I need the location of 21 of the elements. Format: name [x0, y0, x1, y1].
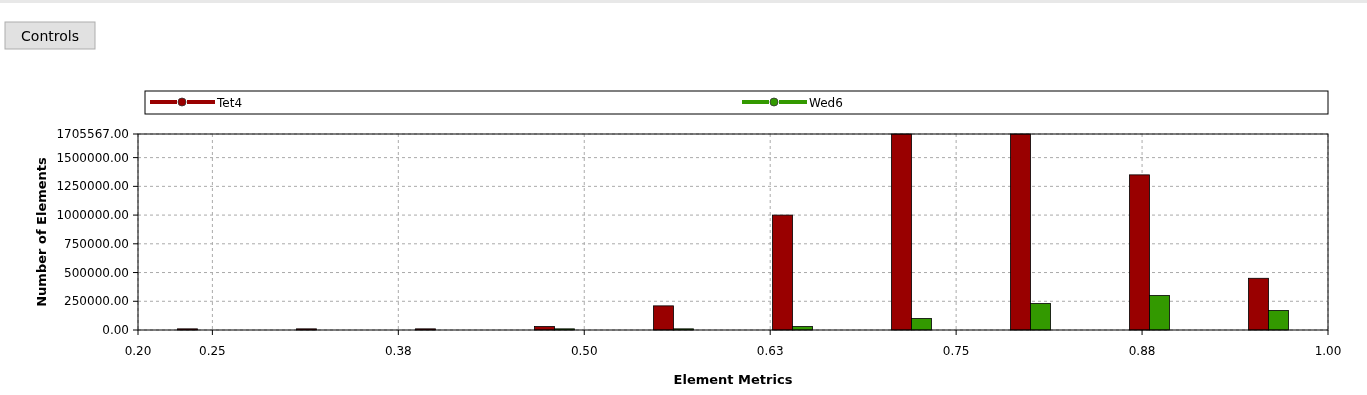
y-tick-label: 0.00	[102, 323, 129, 337]
y-axis-title: Number of Elements	[34, 156, 49, 307]
x-tick-label: 0.75	[942, 344, 970, 358]
x-axis-title: Element Metrics	[673, 372, 793, 387]
x-tick-label: 0.50	[570, 344, 598, 358]
y-tick-label: 1500000.00	[56, 150, 129, 165]
x-tick-label: 0.20	[124, 344, 152, 358]
y-tick-label: 1705567.00	[56, 127, 129, 141]
y-tick-label: 1000000.00	[56, 208, 129, 223]
y-tick-label: 500000.00	[64, 265, 129, 280]
x-tick-label: 0.63	[756, 344, 784, 358]
y-tick-label: 750000.00	[64, 236, 129, 251]
y-tick-label: 1250000.00	[56, 179, 129, 194]
x-tick-label: 0.25	[199, 344, 226, 358]
x-tick-label: 0.38	[384, 344, 412, 358]
x-tick-label: 0.88	[1128, 344, 1156, 358]
legend-label: Wed6	[809, 96, 843, 110]
legend-label: Tet4	[216, 96, 243, 110]
controls-button: Controls	[4, 21, 96, 50]
x-tick-label: 1.00	[1314, 344, 1342, 358]
y-tick-label: 250000.00	[64, 294, 129, 309]
